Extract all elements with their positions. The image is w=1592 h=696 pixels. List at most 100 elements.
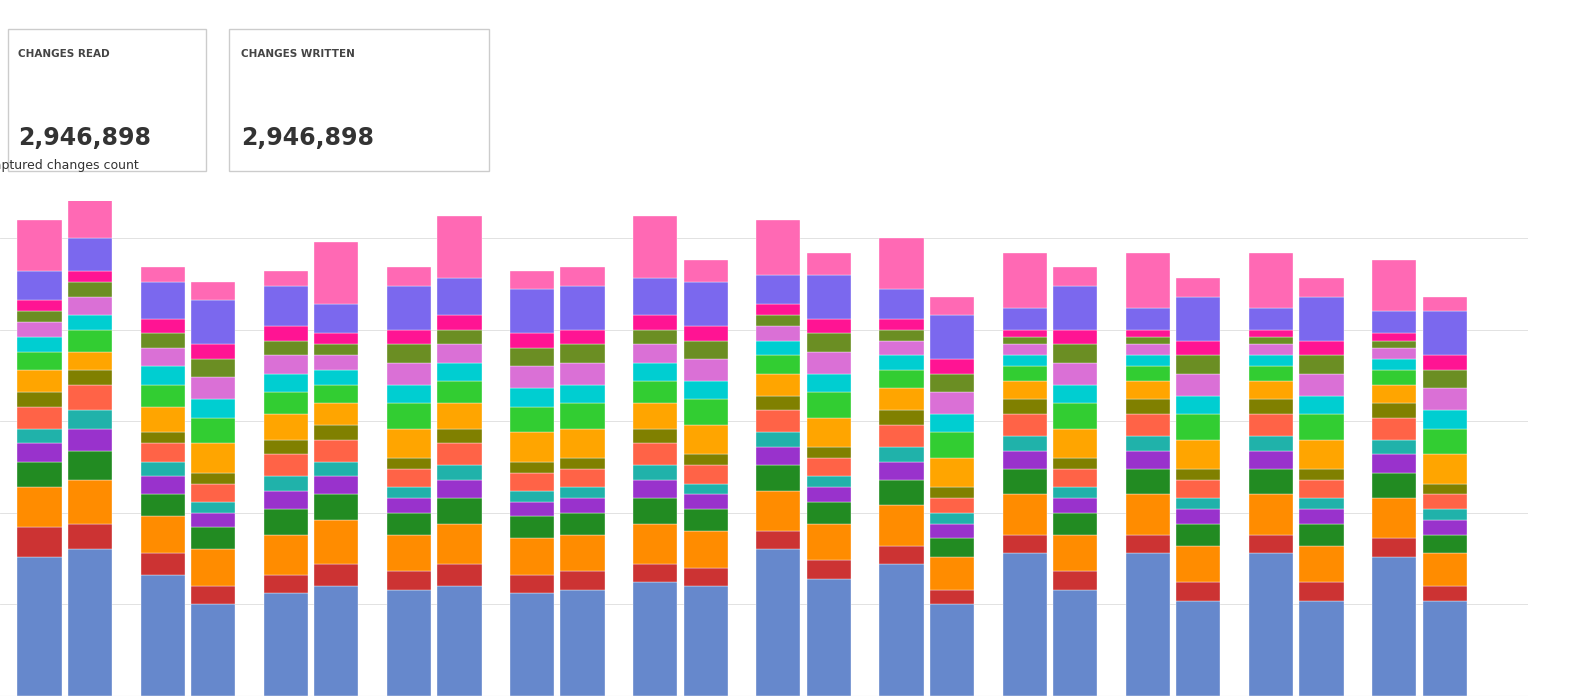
Bar [683,465,728,484]
Bar [1423,296,1466,311]
Bar [1126,330,1170,337]
Bar [314,586,358,696]
Bar [1176,374,1221,395]
Bar [560,487,605,498]
Bar [1176,414,1221,440]
Bar [264,454,307,476]
Bar [1248,400,1293,414]
Bar [438,586,481,696]
Bar [634,498,677,524]
Bar [879,461,923,480]
Bar [1176,498,1221,509]
Bar [1423,535,1466,553]
Bar [387,535,431,571]
Bar [634,216,677,278]
Bar [1423,586,1466,601]
Bar [879,546,923,564]
Bar [68,282,111,296]
Bar [1372,473,1417,498]
Bar [1372,539,1417,557]
Bar [1423,553,1466,586]
Bar [930,296,974,315]
Bar [314,461,358,476]
FancyBboxPatch shape [8,29,207,171]
Bar [1003,381,1048,400]
Bar [930,539,974,557]
Bar [1299,340,1344,355]
Bar [1299,278,1344,296]
Bar [18,337,62,351]
Bar [930,414,974,432]
Bar [756,374,801,395]
Bar [68,271,111,282]
Bar [509,502,554,516]
Bar [438,403,481,429]
Bar [879,480,923,505]
Bar [1052,429,1097,458]
Bar [140,366,185,385]
Bar [930,524,974,539]
Bar [930,498,974,513]
Bar [879,355,923,370]
Bar [560,285,605,330]
Bar [140,385,185,406]
Bar [756,395,801,410]
Bar [560,498,605,513]
Bar [1052,345,1097,363]
Bar [1176,480,1221,498]
Bar [1126,337,1170,345]
Bar [1248,337,1293,345]
Bar [1372,260,1417,311]
Bar [807,447,852,458]
Bar [18,487,62,528]
Bar [1372,557,1417,696]
Bar [1299,509,1344,524]
Bar [560,458,605,469]
Bar [1372,403,1417,418]
Bar [683,359,728,381]
Bar [756,491,801,531]
Bar [683,425,728,454]
Bar [1372,311,1417,333]
Bar [683,484,728,494]
Bar [140,267,185,282]
Bar [1248,330,1293,337]
Bar [807,374,852,392]
FancyBboxPatch shape [229,29,489,171]
Bar [879,370,923,388]
Bar [1248,553,1293,696]
Bar [930,392,974,414]
Bar [683,340,728,359]
Bar [1299,583,1344,601]
Bar [1052,487,1097,498]
Bar [1299,355,1344,374]
Bar [1299,440,1344,469]
Bar [1003,345,1048,355]
Bar [1423,454,1466,484]
Bar [1003,253,1048,308]
Bar [1372,359,1417,370]
Bar [387,571,431,590]
Bar [387,285,431,330]
Bar [1052,458,1097,469]
Bar [1003,330,1048,337]
Bar [1423,520,1466,535]
Bar [438,216,481,278]
Bar [68,238,111,271]
Bar [683,568,728,586]
Bar [314,564,358,586]
Text: Captured changes count: Captured changes count [0,159,139,172]
Bar [1248,381,1293,400]
Text: CHANGES WRITTEN: CHANGES WRITTEN [242,49,355,58]
Bar [140,553,185,575]
Bar [191,377,236,400]
Bar [634,583,677,696]
Bar [560,535,605,571]
Bar [1126,535,1170,553]
Bar [314,440,358,461]
Bar [1052,590,1097,696]
Bar [1126,494,1170,535]
Bar [264,476,307,491]
Bar [930,590,974,604]
Bar [756,315,801,326]
